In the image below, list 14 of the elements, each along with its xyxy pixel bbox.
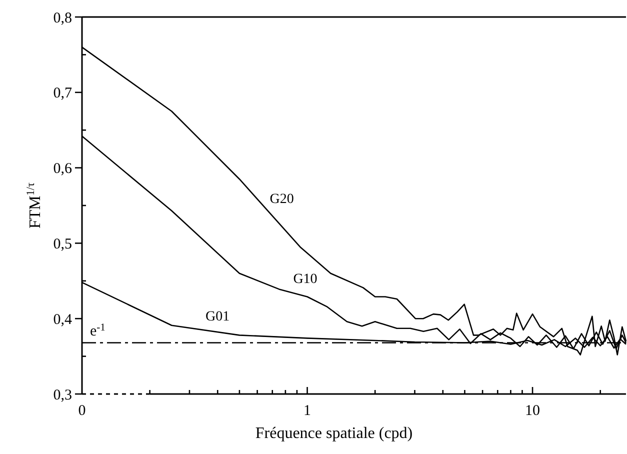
y-tick-label: 0,3: [53, 387, 72, 404]
y-tick-label: 0,5: [53, 236, 72, 252]
series-label: G10: [293, 272, 318, 287]
series-label: G20: [270, 192, 294, 208]
ref-line-label: e$^{-1}$: [90, 322, 106, 340]
y-tick-label: 0,7: [53, 86, 72, 102]
x-tick-label: 0: [78, 403, 86, 419]
y-tick-label: 0,8: [53, 10, 72, 26]
y-tick-label: 0,6: [53, 161, 72, 178]
x-tick-label: 10: [525, 403, 540, 419]
x-axis-title: Fréquence spatiale (cpd): [255, 425, 413, 442]
x-tick-label: 1: [304, 403, 312, 419]
series-label: G01: [206, 309, 230, 324]
y-tick-label: 0,4: [53, 312, 72, 328]
